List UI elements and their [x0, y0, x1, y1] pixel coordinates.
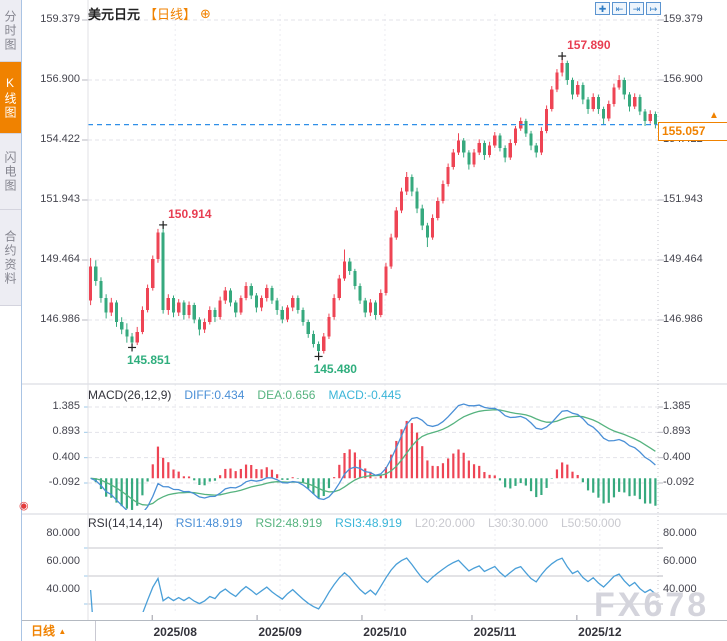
macd-axis-label: -0.092 [663, 476, 695, 488]
period-dropup-icon: ▲ [58, 627, 67, 636]
sidebar-tab-3[interactable]: 闪电图 [0, 134, 21, 210]
rsi-l20-level: L20:20.000 [414, 516, 475, 530]
sidebar-tab-2[interactable]: K线图 [0, 62, 21, 134]
exit-fullscreen-icon[interactable]: ↦ [646, 2, 661, 15]
rsi-axis-label: 40.000 [663, 583, 697, 595]
macd-dea-value: DEA:0.656 [257, 388, 316, 402]
annotation-high-150914: 150.914 [168, 206, 212, 221]
x-axis-label: 2025/08 [153, 625, 197, 639]
macd-axis-label: 1.385 [663, 400, 691, 412]
macd-title: MACD(26,12,9) [88, 388, 172, 402]
rsi-axis-label: 40.000 [46, 583, 80, 595]
macd-axis-label: 0.400 [663, 450, 691, 463]
price-axis-label: 151.943 [663, 193, 703, 205]
x-axis-label: 2025/10 [363, 625, 407, 639]
price-axis-label: 146.986 [40, 313, 80, 325]
macd-axis-label: 0.893 [52, 425, 80, 438]
rsi1-value: RSI1:48.919 [175, 516, 243, 530]
price-axis-label: 149.464 [40, 253, 80, 265]
annotation-low-145480: 145.480 [313, 362, 357, 377]
price-axis-label: 151.943 [40, 193, 80, 205]
rsi-axis-label: 80.000 [46, 527, 80, 539]
macd-axis-label: 0.893 [663, 425, 691, 438]
last-price-value: 155.057 [662, 123, 706, 138]
rsi-l30-level: L30:30.000 [487, 516, 548, 530]
price-axis-label: 149.464 [663, 253, 703, 265]
rsi2-value: RSI2:48.919 [255, 516, 323, 530]
sidebar-nav: 分时图 K线图 闪电图 合约资料 [0, 0, 22, 641]
price-axis-label: 156.900 [40, 73, 80, 85]
indicator-settings-icon[interactable]: ◉ [19, 500, 29, 512]
macd-header: MACD(26,12,9) DIFF:0.434 DEA:0.656 MACD:… [88, 388, 663, 402]
sidebar-tab-1[interactable]: 分时图 [0, 0, 21, 62]
rsi-axis-label: 60.000 [663, 555, 697, 567]
last-price-tag: 155.057 [658, 121, 727, 141]
titlebar: 美元日元 【日线】 ⊕ [88, 4, 211, 23]
rsi-axis-label: 80.000 [663, 527, 697, 539]
x-axis-label: 2025/12 [578, 625, 622, 639]
x-axis-label: 2025/11 [473, 625, 517, 639]
x-axis-label: 2025/09 [258, 625, 302, 639]
rsi-header: RSI(14,14,14) RSI1:48.919 RSI2:48.919 RS… [88, 516, 663, 530]
price-axis-label: 146.986 [663, 313, 703, 325]
zoom-in-x-icon[interactable]: ⇤ [612, 2, 627, 15]
symbol-title: 美元日元 [88, 7, 141, 22]
macd-diff-value: DIFF:0.434 [184, 388, 245, 402]
rsi-title: RSI(14,14,14) [88, 516, 163, 530]
macd-axis-label: 1.385 [52, 400, 80, 412]
chart-toolbar: ✚ ⇤ ⇥ ↦ [595, 2, 661, 15]
price-axis-label: 159.379 [663, 13, 703, 25]
rsi3-value: RSI3:48.919 [335, 516, 402, 530]
add-indicator-icon[interactable]: ⊕ [200, 5, 211, 21]
annotation-low-145851: 145.851 [127, 353, 171, 368]
macd-axis-label: -0.092 [48, 476, 80, 488]
zoom-out-x-icon[interactable]: ⇥ [629, 2, 644, 15]
period-selector[interactable]: 日线 ▲ [22, 621, 96, 641]
price-axis-label: 159.379 [40, 13, 80, 25]
price-axis-label: 154.422 [40, 132, 80, 145]
sidebar-tab-4[interactable]: 合约资料 [0, 210, 21, 306]
annotation-high-157890: 157.890 [567, 38, 611, 53]
rsi-l50-level: L50:50.000 [561, 516, 622, 530]
macd-macd-value: MACD:-0.445 [328, 388, 402, 402]
macd-axis-label: 0.400 [52, 450, 80, 463]
pan-crosshair-icon[interactable]: ✚ [595, 2, 610, 15]
time-axis-strip: 日线 ▲ [22, 620, 727, 641]
period-tag: 【日线】 [144, 7, 197, 22]
price-axis-label: 156.900 [663, 73, 703, 85]
price-up-arrow-icon: ▲ [709, 109, 719, 121]
rsi-axis-label: 60.000 [46, 555, 80, 567]
period-selector-label: 日线 [31, 624, 56, 638]
